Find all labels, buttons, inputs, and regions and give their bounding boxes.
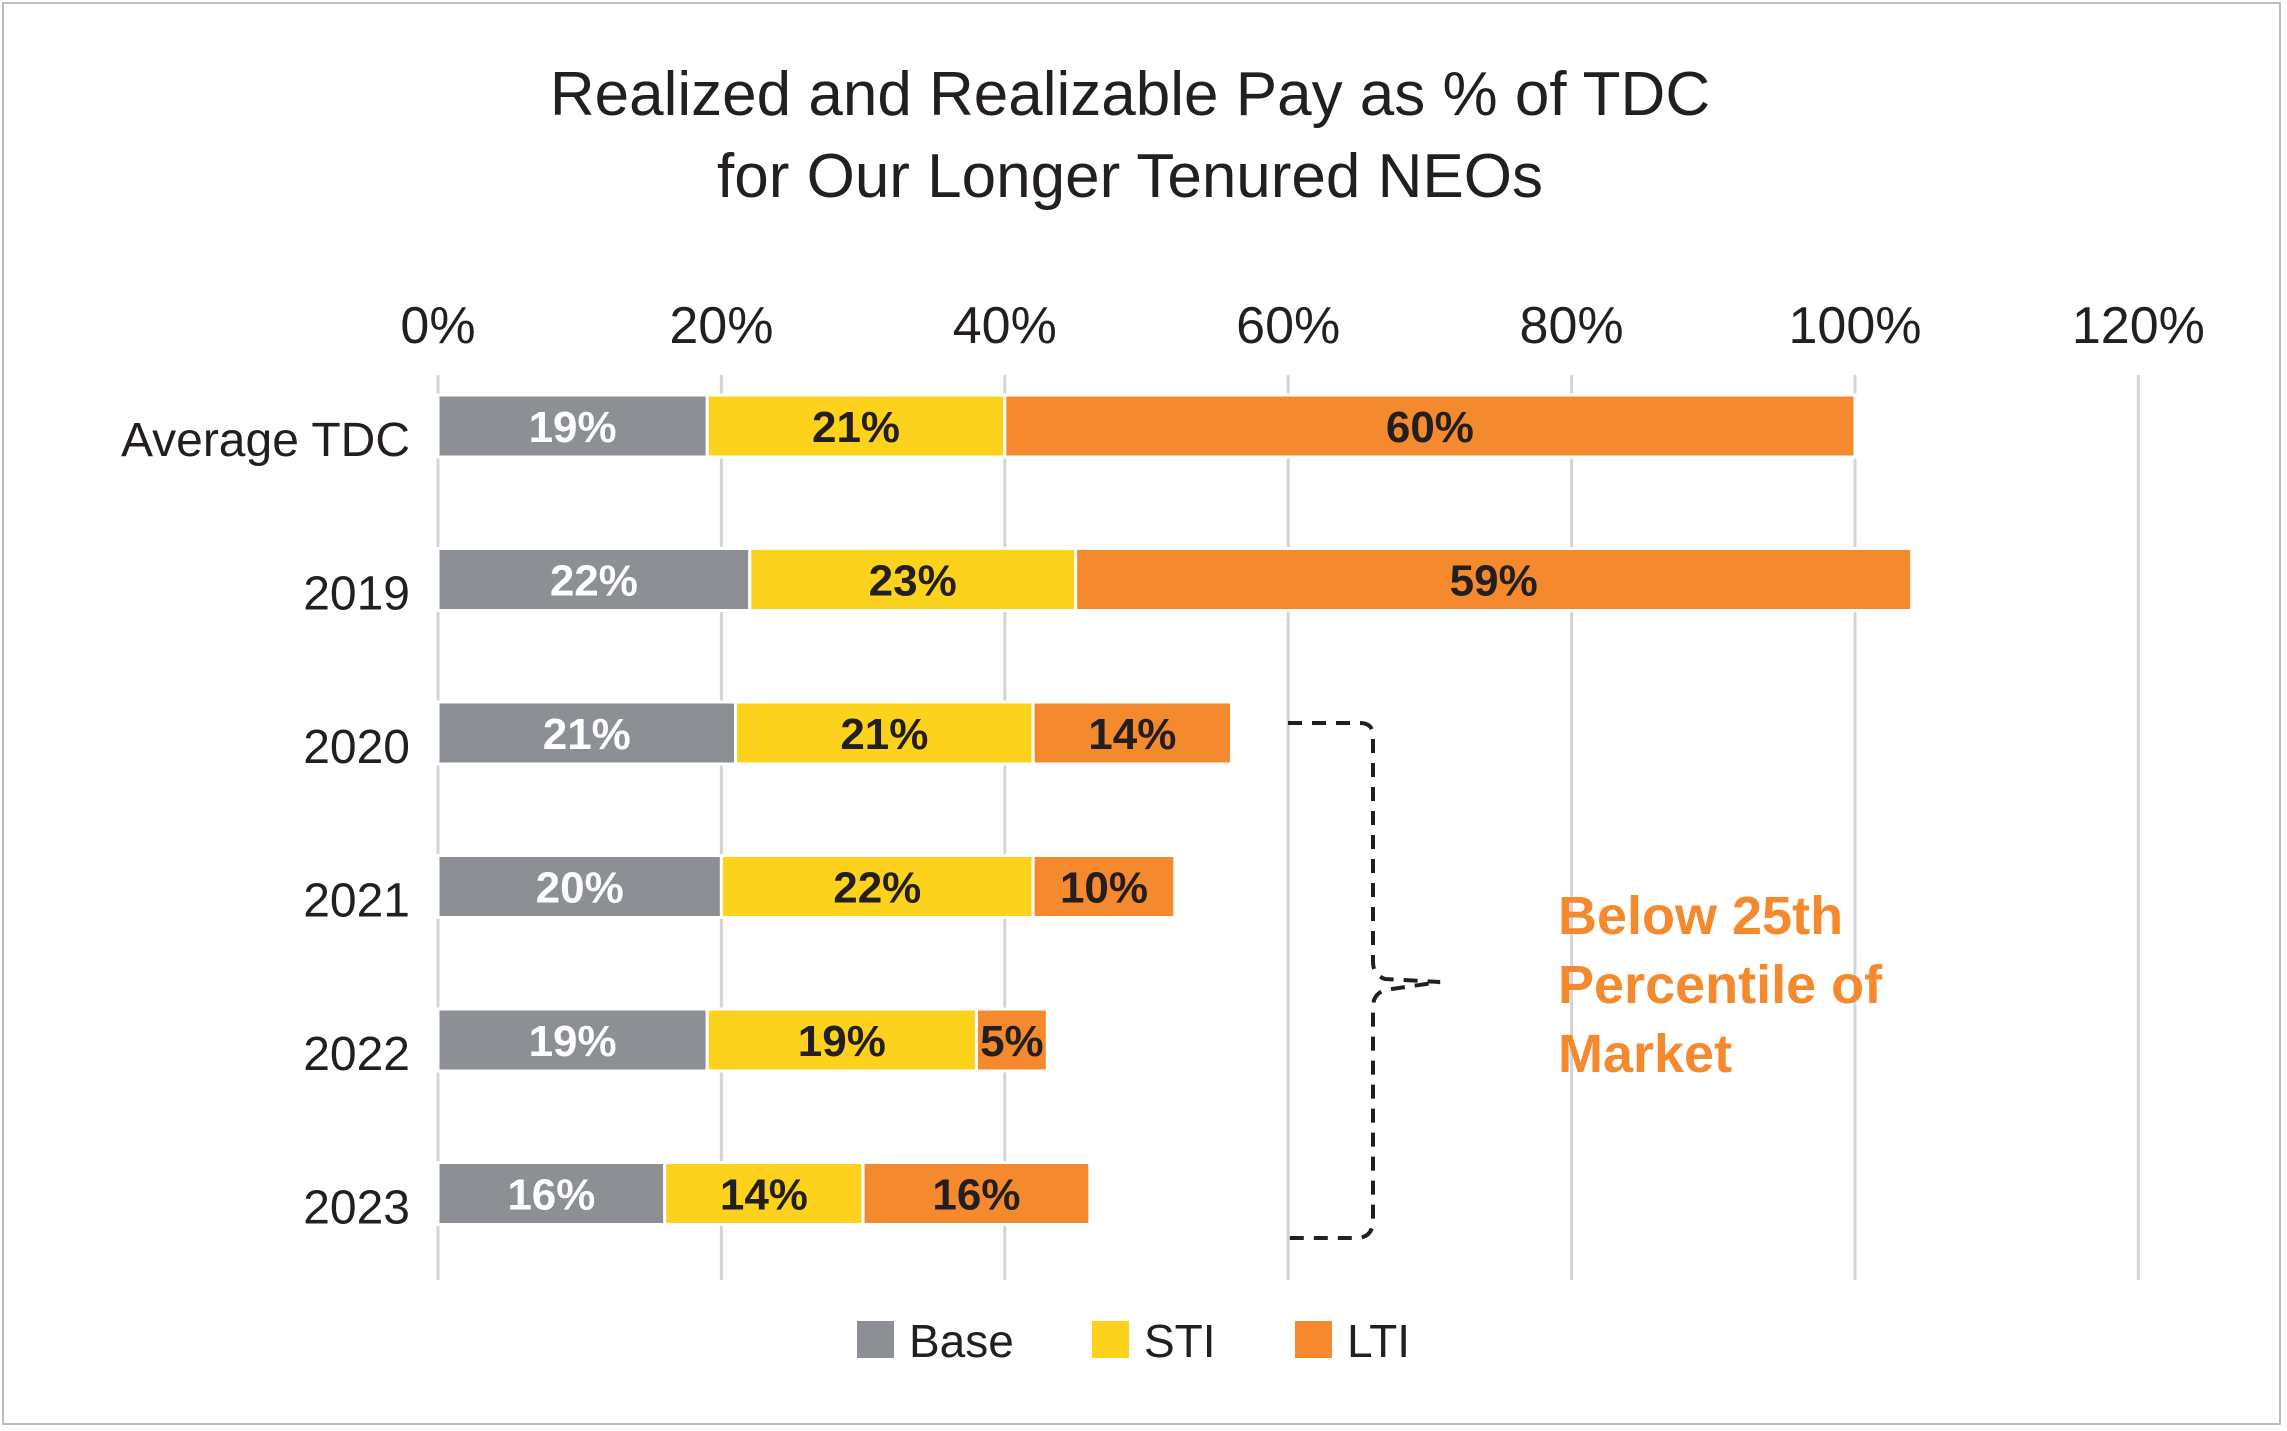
bar-sti-2019 [748,547,1078,612]
bar-data-label: 21% [840,710,928,759]
bar-base-2019 [436,547,752,612]
legend-swatch-base [857,1321,894,1358]
bars: 19% 21% 60% 22% 23% 59% 21% 21% 14% 20% 22% 10% 19% 1… [436,393,1914,1226]
bar-lti-2020 [1031,700,1234,766]
bar-data-label: 21% [812,403,900,452]
category-label: 2019 [303,568,410,621]
x-tick-label: 100% [1789,297,1922,355]
bar-data-label: 60% [1386,403,1474,452]
category-label: 2021 [303,875,410,928]
bar-sti-average-tdc [705,393,1007,459]
bar-sti-2020 [734,700,1035,766]
bar-lti-2019 [1074,547,1914,612]
legend-swatch-lti [1295,1321,1332,1358]
legend-label-base: Base [909,1315,1014,1367]
x-tick-label: 80% [1520,297,1624,355]
chart-title-line-1: Realized and Realizable Pay as % of TDC [550,60,1710,129]
bar-base-2021 [436,854,723,919]
x-tick-label: 60% [1236,297,1340,355]
category-label: 2020 [303,721,410,774]
y-axis-categories: Average TDC 2019 2020 2021 2022 2023 [121,414,410,1235]
bar-lti-average-tdc [1003,393,1857,459]
bar-data-label: 5% [980,1017,1044,1066]
bar-data-label: 10% [1060,864,1148,913]
bar-lti-2023 [861,1161,1092,1226]
bar-lti-2022 [974,1007,1049,1073]
x-tick-label: 20% [669,297,773,355]
x-tick-label: 120% [2072,297,2205,355]
x-tick-label: 40% [953,297,1057,355]
annotation-brace [1288,721,1441,1240]
x-tick-label: 0% [400,297,475,355]
annotation: Below 25th Percentile of Market [1288,721,1883,1240]
bar-data-label: 21% [543,710,631,759]
bar-base-2023 [436,1161,667,1226]
legend-swatch-sti [1092,1321,1129,1358]
legend-label-lti: LTI [1347,1315,1410,1367]
annotation-text-line: Percentile of [1558,955,1883,1015]
category-label: 2023 [303,1182,410,1235]
bar-data-label: 14% [720,1171,808,1220]
bar-data-label: 19% [798,1017,886,1066]
bar-lti-2021 [1031,854,1177,919]
bar-base-average-tdc [436,393,709,459]
legend-label-sti: STI [1144,1315,1216,1367]
bar-data-label: 20% [536,864,624,913]
x-axis-ticks: 0% 20% 40% 60% 80% 100% 120% [400,297,2204,355]
category-label: Average TDC [121,414,410,467]
bar-data-label: 19% [529,403,617,452]
annotation-text-line: Below 25th [1558,886,1843,946]
chart-title-line-2: for Our Longer Tenured NEOs [717,142,1543,211]
bar-data-label: 16% [507,1171,595,1220]
bar-data-label: 14% [1088,710,1176,759]
bar-data-label: 23% [869,557,957,606]
bar-base-2022 [436,1007,709,1073]
bar-data-label: 59% [1450,557,1538,606]
category-label: 2022 [303,1028,410,1081]
bar-data-label: 16% [932,1171,1020,1220]
gridlines [436,375,2140,1280]
annotation-text-line: Market [1558,1024,1732,1084]
legend: Base STI LTI [857,1315,1410,1367]
chart-title: Realized and Realizable Pay as % of TDC … [550,60,1710,211]
bar-data-label: 19% [529,1017,617,1066]
bar-data-label: 22% [833,864,921,913]
bar-data-label: 22% [550,557,638,606]
